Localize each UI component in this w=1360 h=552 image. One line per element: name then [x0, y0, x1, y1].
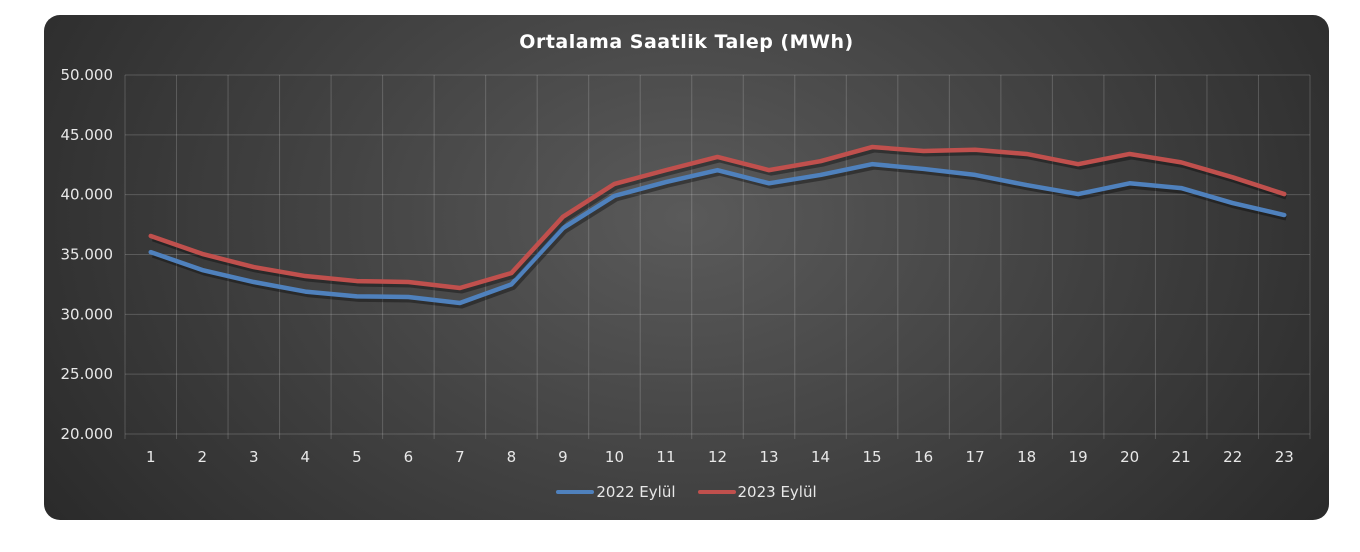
series-shadow [151, 164, 1287, 309]
x-tick-label: 19 [1069, 448, 1088, 466]
x-tick-label: 21 [1172, 448, 1191, 466]
x-tick-label: 20 [1120, 448, 1139, 466]
y-tick-label: 35.000 [61, 246, 114, 264]
legend-item-2022: 2022 Eylül [556, 483, 676, 501]
x-tick-label: 15 [863, 448, 882, 466]
x-tick-label: 12 [708, 448, 727, 466]
x-tick-label: 5 [352, 448, 362, 466]
legend: 2022 Eylül 2023 Eylül [44, 483, 1329, 501]
x-tick-label: 11 [656, 448, 675, 466]
chart-card: Ortalama Saatlik Talep (MWh) 20.000 25.00… [44, 15, 1329, 520]
x-tick-label: 10 [605, 448, 624, 466]
y-tick-label: 50.000 [61, 66, 114, 84]
y-tick-label: 25.000 [61, 365, 114, 383]
x-tick-label: 8 [507, 448, 517, 466]
x-tick-label: 7 [455, 448, 465, 466]
legend-swatch-2023 [697, 490, 736, 494]
legend-label-2023: 2023 Eylül [737, 483, 817, 501]
legend-item-2023: 2023 Eylül [697, 483, 817, 501]
x-tick-label: 17 [966, 448, 985, 466]
chart-title: Ortalama Saatlik Talep (MWh) [519, 31, 854, 53]
x-tick-label: 1 [146, 448, 156, 466]
x-tick-label: 6 [404, 448, 414, 466]
y-tick-label: 45.000 [61, 126, 114, 144]
x-tick-label: 23 [1275, 448, 1294, 466]
chart-plot: 20.000 25.000 30.000 35.000 40.000 45.000 50.0… [61, 66, 1311, 466]
x-tick-label: 22 [1223, 448, 1242, 466]
y-tick-label: 30.000 [61, 305, 114, 323]
y-tick-label: 20.000 [61, 425, 114, 443]
x-tick-label: 16 [914, 448, 933, 466]
x-tick-label: 14 [811, 448, 830, 466]
legend-label-2022: 2022 Eylül [596, 483, 676, 501]
y-tick-label: 40.000 [61, 186, 114, 204]
legend-swatch-2022 [556, 490, 595, 494]
x-tick-label: 4 [301, 448, 311, 466]
x-tick-label: 3 [249, 448, 259, 466]
series-shadow [151, 147, 1288, 294]
x-tick-label: 2 [198, 448, 208, 466]
x-tick-label: 9 [558, 448, 568, 466]
x-tick-label: 18 [1017, 448, 1036, 466]
x-tick-label: 13 [759, 448, 778, 466]
